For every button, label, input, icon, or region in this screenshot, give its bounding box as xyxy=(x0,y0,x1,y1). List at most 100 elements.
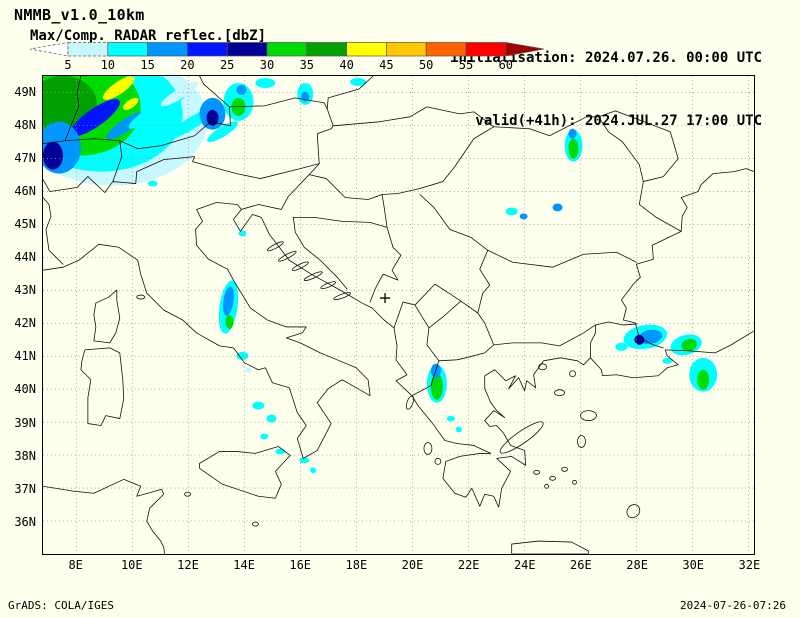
radar-echo xyxy=(236,84,247,95)
lon-tick-label: 16E xyxy=(289,558,312,572)
colorbar-segment xyxy=(425,42,467,57)
radar-echo xyxy=(350,77,367,86)
radar-echo xyxy=(634,334,645,345)
border-serbia-romania xyxy=(419,194,451,230)
island-dalmatia-6 xyxy=(333,292,352,301)
radar-echo xyxy=(147,180,158,187)
lon-tick-label: 18E xyxy=(345,558,368,572)
radar-echo xyxy=(206,109,219,126)
lon-tick-label: 24E xyxy=(513,558,536,572)
island-thasos xyxy=(538,363,547,371)
island-corfu xyxy=(405,395,415,410)
island-cyclades-1 xyxy=(533,469,541,475)
island-cyclades-5 xyxy=(572,479,577,485)
island-kefalonia xyxy=(423,442,433,455)
radar-echo xyxy=(615,342,628,351)
island-samothrace xyxy=(569,370,576,378)
border-albania-kosovo-montenegro xyxy=(393,283,462,397)
island-dalmatia-2 xyxy=(278,250,297,262)
coastline-sicily xyxy=(199,446,291,499)
radar-echo xyxy=(519,213,528,220)
border-serbia-bulgaria-turkey xyxy=(477,249,638,347)
radar-echo xyxy=(275,448,286,455)
coastline-crete xyxy=(511,540,589,554)
border-romania-north-east xyxy=(493,116,682,232)
radar-echo xyxy=(160,81,199,107)
island-malta xyxy=(252,521,259,527)
border-north-macedonia xyxy=(426,300,495,362)
radar-echo xyxy=(455,426,462,433)
colorbar-segment xyxy=(67,42,109,57)
border-czech-germany xyxy=(199,76,230,108)
colorbar-segment xyxy=(107,42,148,57)
lat-tick-label: 46N xyxy=(14,183,36,198)
lat-tick-label: 42N xyxy=(14,316,36,331)
longitude-axis: 8E 10E 12E 14E 16E 18E 20E 22E 24E 26E 28E 30E 32E xyxy=(42,558,760,574)
island-dalmatia-5 xyxy=(320,281,337,290)
coastline-europe xyxy=(43,202,754,508)
product-title: Max/Comp. RADAR reflec.[dbZ] xyxy=(30,28,267,44)
lon-tick-label: 22E xyxy=(457,558,480,572)
colorbar-segment xyxy=(266,42,308,57)
latitude-axis: 49N 48N 47N 46N 45N 44N 43N 42N 41N 40N 39N 38N 37N 3… xyxy=(2,75,38,555)
lon-tick-label: 30E xyxy=(682,558,705,572)
island-dalmatia-3 xyxy=(291,261,309,271)
colorbar-tick-label: 30 xyxy=(259,58,275,72)
lat-tick-label: 44N xyxy=(14,250,36,265)
colorbar-tick-label: 15 xyxy=(140,58,155,72)
lat-tick-label: 43N xyxy=(14,283,36,298)
coastline-black-sea xyxy=(620,168,754,349)
coastline-sardinia xyxy=(80,347,125,426)
lat-tick-label: 40N xyxy=(14,382,36,397)
border-romania-bulgaria xyxy=(449,228,637,268)
radar-echo xyxy=(446,415,455,422)
colorbar-tick-label: 45 xyxy=(379,58,394,72)
colorbar xyxy=(29,42,546,57)
colorbar-tick-label: 10 xyxy=(100,58,116,72)
colorbar-scale xyxy=(29,42,544,57)
creation-timestamp: 2024-07-26-07:26 xyxy=(680,599,786,612)
island-pantelleria xyxy=(184,491,191,497)
border-moldova-ukraine xyxy=(598,110,679,182)
radar-echo xyxy=(102,76,135,100)
radar-echo xyxy=(681,338,698,352)
lat-tick-label: 39N xyxy=(14,415,36,430)
border-bosnia-west xyxy=(292,217,348,290)
border-switzerland-north xyxy=(43,138,123,182)
lat-tick-label: 49N xyxy=(14,84,36,99)
lon-tick-label: 14E xyxy=(233,558,255,572)
coastline-corsica xyxy=(93,289,121,344)
radar-echo xyxy=(310,467,317,474)
island-rhodes xyxy=(626,504,641,519)
island-dalmatia-1 xyxy=(266,241,284,252)
model-title: NMMB_v1.0_10km xyxy=(14,6,145,24)
coastline-layer xyxy=(43,168,754,554)
radar-echo xyxy=(260,433,269,440)
lat-tick-label: 41N xyxy=(14,349,36,364)
radar-echo xyxy=(662,357,673,364)
station-marker-cross xyxy=(380,293,391,304)
colorbar-segment xyxy=(29,42,69,57)
border-rhine xyxy=(64,76,82,142)
radar-echo xyxy=(252,401,265,410)
lat-tick-label: 38N xyxy=(14,448,36,463)
colorbar-segment xyxy=(306,42,347,57)
colorbar-tick-label: 40 xyxy=(339,58,354,72)
island-cyclades-3 xyxy=(561,466,568,472)
radar-echo xyxy=(207,121,238,143)
radar-echo xyxy=(245,366,252,373)
coastline-north-africa xyxy=(43,478,166,554)
border-france-italy xyxy=(43,197,64,265)
map-area xyxy=(42,75,755,555)
island-zakynthos xyxy=(434,458,442,465)
radar-echo-layer xyxy=(43,76,718,474)
country-border-layer xyxy=(43,76,682,397)
radar-echo xyxy=(299,457,310,464)
colorbar-tick-label: 35 xyxy=(299,58,315,72)
border-greece-turkey xyxy=(590,324,596,359)
colorbar-segment xyxy=(465,42,507,57)
lat-tick-label: 45N xyxy=(14,217,36,231)
radar-echo xyxy=(225,315,234,329)
lon-tick-label: 32E xyxy=(738,558,761,572)
